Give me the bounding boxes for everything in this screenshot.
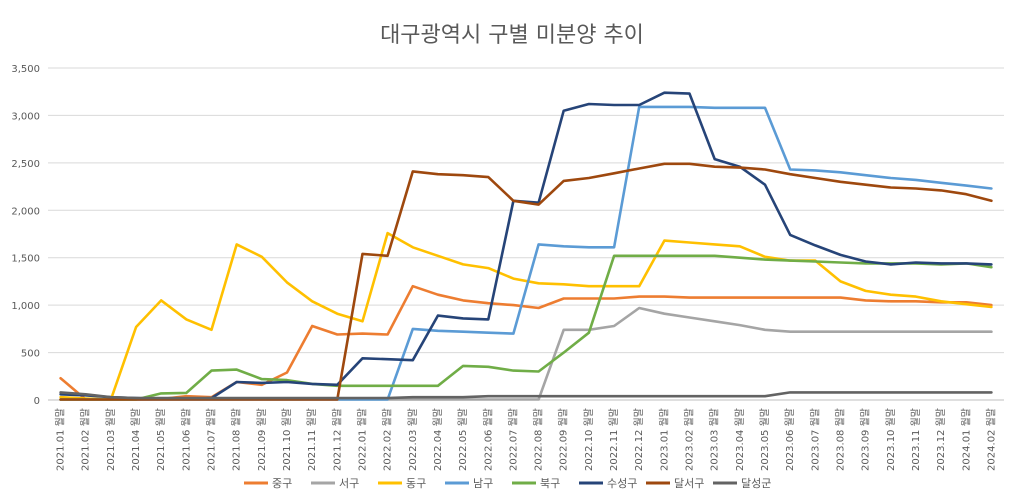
legend-item: 동구 bbox=[378, 477, 426, 490]
x-tick-label: 2022.08 월말 bbox=[533, 408, 545, 471]
x-tick-label: 2023.07 월말 bbox=[809, 408, 821, 471]
y-tick-label: 2,500 bbox=[11, 159, 40, 170]
x-tick-label: 2023.05 월말 bbox=[759, 408, 771, 471]
x-tick-label: 2022.09 월말 bbox=[558, 408, 570, 471]
legend: 중구 서구 동구 남구 북구 수성구 달서구 달성군 bbox=[244, 477, 771, 490]
legend-label: 서구 bbox=[339, 477, 359, 490]
legend-label: 달성군 bbox=[741, 477, 771, 490]
series-line-서구 bbox=[59, 306, 993, 401]
series-line-수성구 bbox=[59, 91, 993, 401]
series-line-달서구 bbox=[59, 162, 993, 401]
y-tick-label: 3,500 bbox=[11, 64, 40, 75]
legend-label: 수성구 bbox=[607, 477, 637, 490]
x-tick-label: 2023.06 월말 bbox=[784, 408, 796, 471]
x-tick-label: 2021.09 월말 bbox=[256, 408, 268, 471]
x-tick-label: 2023.03 월말 bbox=[709, 408, 721, 471]
y-tick-label: 500 bbox=[21, 349, 40, 360]
legend-item: 달서구 bbox=[646, 477, 704, 490]
x-tick-label: 2021.07 월말 bbox=[206, 408, 218, 471]
x-tick-label: 2022.11 월말 bbox=[608, 408, 620, 471]
legend-item: 달성군 bbox=[713, 477, 771, 490]
y-tick-label: 2,000 bbox=[11, 206, 40, 217]
y-axis-ticks: 0 500 1,000 1,500 2,000 2,500 3,000 3,500 bbox=[11, 64, 40, 407]
x-tick-label: 2022.10 월말 bbox=[583, 408, 595, 471]
x-tick-label: 2023.01 월말 bbox=[658, 408, 670, 471]
x-tick-label: 2023.11 월말 bbox=[910, 408, 922, 471]
y-tick-label: 1,500 bbox=[11, 254, 40, 265]
series-line-동구 bbox=[59, 231, 993, 401]
series-line-북구 bbox=[59, 254, 993, 401]
x-tick-label: 2021.04 월말 bbox=[130, 408, 142, 471]
series-lines bbox=[59, 91, 993, 401]
x-tick-label: 2021.02 월말 bbox=[80, 408, 92, 471]
x-tick-label: 2021.05 월말 bbox=[155, 408, 167, 471]
x-tick-label: 2023.09 월말 bbox=[860, 408, 872, 471]
x-tick-label: 2023.02 월말 bbox=[684, 408, 696, 471]
y-tick-label: 1,000 bbox=[11, 301, 40, 312]
series-line-남구 bbox=[59, 105, 993, 401]
x-tick-label: 2022.02 월말 bbox=[382, 408, 394, 471]
x-tick-label: 2022.03 월말 bbox=[407, 408, 419, 471]
x-tick-label: 2022.01 월말 bbox=[356, 408, 368, 471]
x-axis-ticks: 2021.01 월말 2021.02 월말 2021.03 월말 2021.04 월말… bbox=[55, 408, 998, 471]
x-tick-label: 2023.10 월말 bbox=[885, 408, 897, 471]
x-tick-label: 2023.08 월말 bbox=[834, 408, 846, 471]
x-tick-label: 2021.01 월말 bbox=[55, 408, 67, 471]
x-tick-label: 2022.04 월말 bbox=[432, 408, 444, 471]
legend-item: 중구 bbox=[244, 477, 292, 490]
y-tick-label: 0 bbox=[34, 396, 40, 407]
x-tick-label: 2022.05 월말 bbox=[457, 408, 469, 471]
x-tick-label: 2024.01 월말 bbox=[960, 408, 972, 471]
series-line-중구 bbox=[59, 284, 993, 401]
series-line-달성군 bbox=[59, 391, 993, 400]
x-tick-label: 2022.07 월말 bbox=[507, 408, 519, 471]
legend-item: 북구 bbox=[512, 477, 560, 490]
legend-item: 서구 bbox=[311, 477, 359, 490]
y-tick-label: 3,000 bbox=[11, 111, 40, 122]
legend-label: 북구 bbox=[540, 477, 560, 490]
x-tick-label: 2021.11 월말 bbox=[306, 408, 318, 471]
legend-label: 중구 bbox=[272, 477, 292, 490]
x-tick-label: 2021.06 월말 bbox=[180, 408, 192, 471]
legend-label: 동구 bbox=[406, 477, 426, 490]
x-tick-label: 2022.06 월말 bbox=[482, 408, 494, 471]
x-tick-label: 2021.10 월말 bbox=[281, 408, 293, 471]
chart-title: 대구광역시 구별 미분양 추이 bbox=[380, 23, 644, 48]
legend-label: 달서구 bbox=[674, 477, 704, 490]
x-tick-label: 2024.02 월말 bbox=[985, 408, 997, 471]
x-tick-label: 2021.03 월말 bbox=[105, 408, 117, 471]
x-tick-label: 2023.12 월말 bbox=[935, 408, 947, 471]
legend-label: 남구 bbox=[473, 477, 493, 490]
x-tick-label: 2021.12 월말 bbox=[331, 408, 343, 471]
gridlines bbox=[48, 67, 1004, 401]
legend-item: 수성구 bbox=[579, 477, 637, 490]
x-tick-label: 2022.12 월말 bbox=[633, 408, 645, 471]
x-tick-label: 2021.08 월말 bbox=[231, 408, 243, 471]
legend-item: 남구 bbox=[445, 477, 493, 490]
x-tick-label: 2023.04 월말 bbox=[734, 408, 746, 471]
